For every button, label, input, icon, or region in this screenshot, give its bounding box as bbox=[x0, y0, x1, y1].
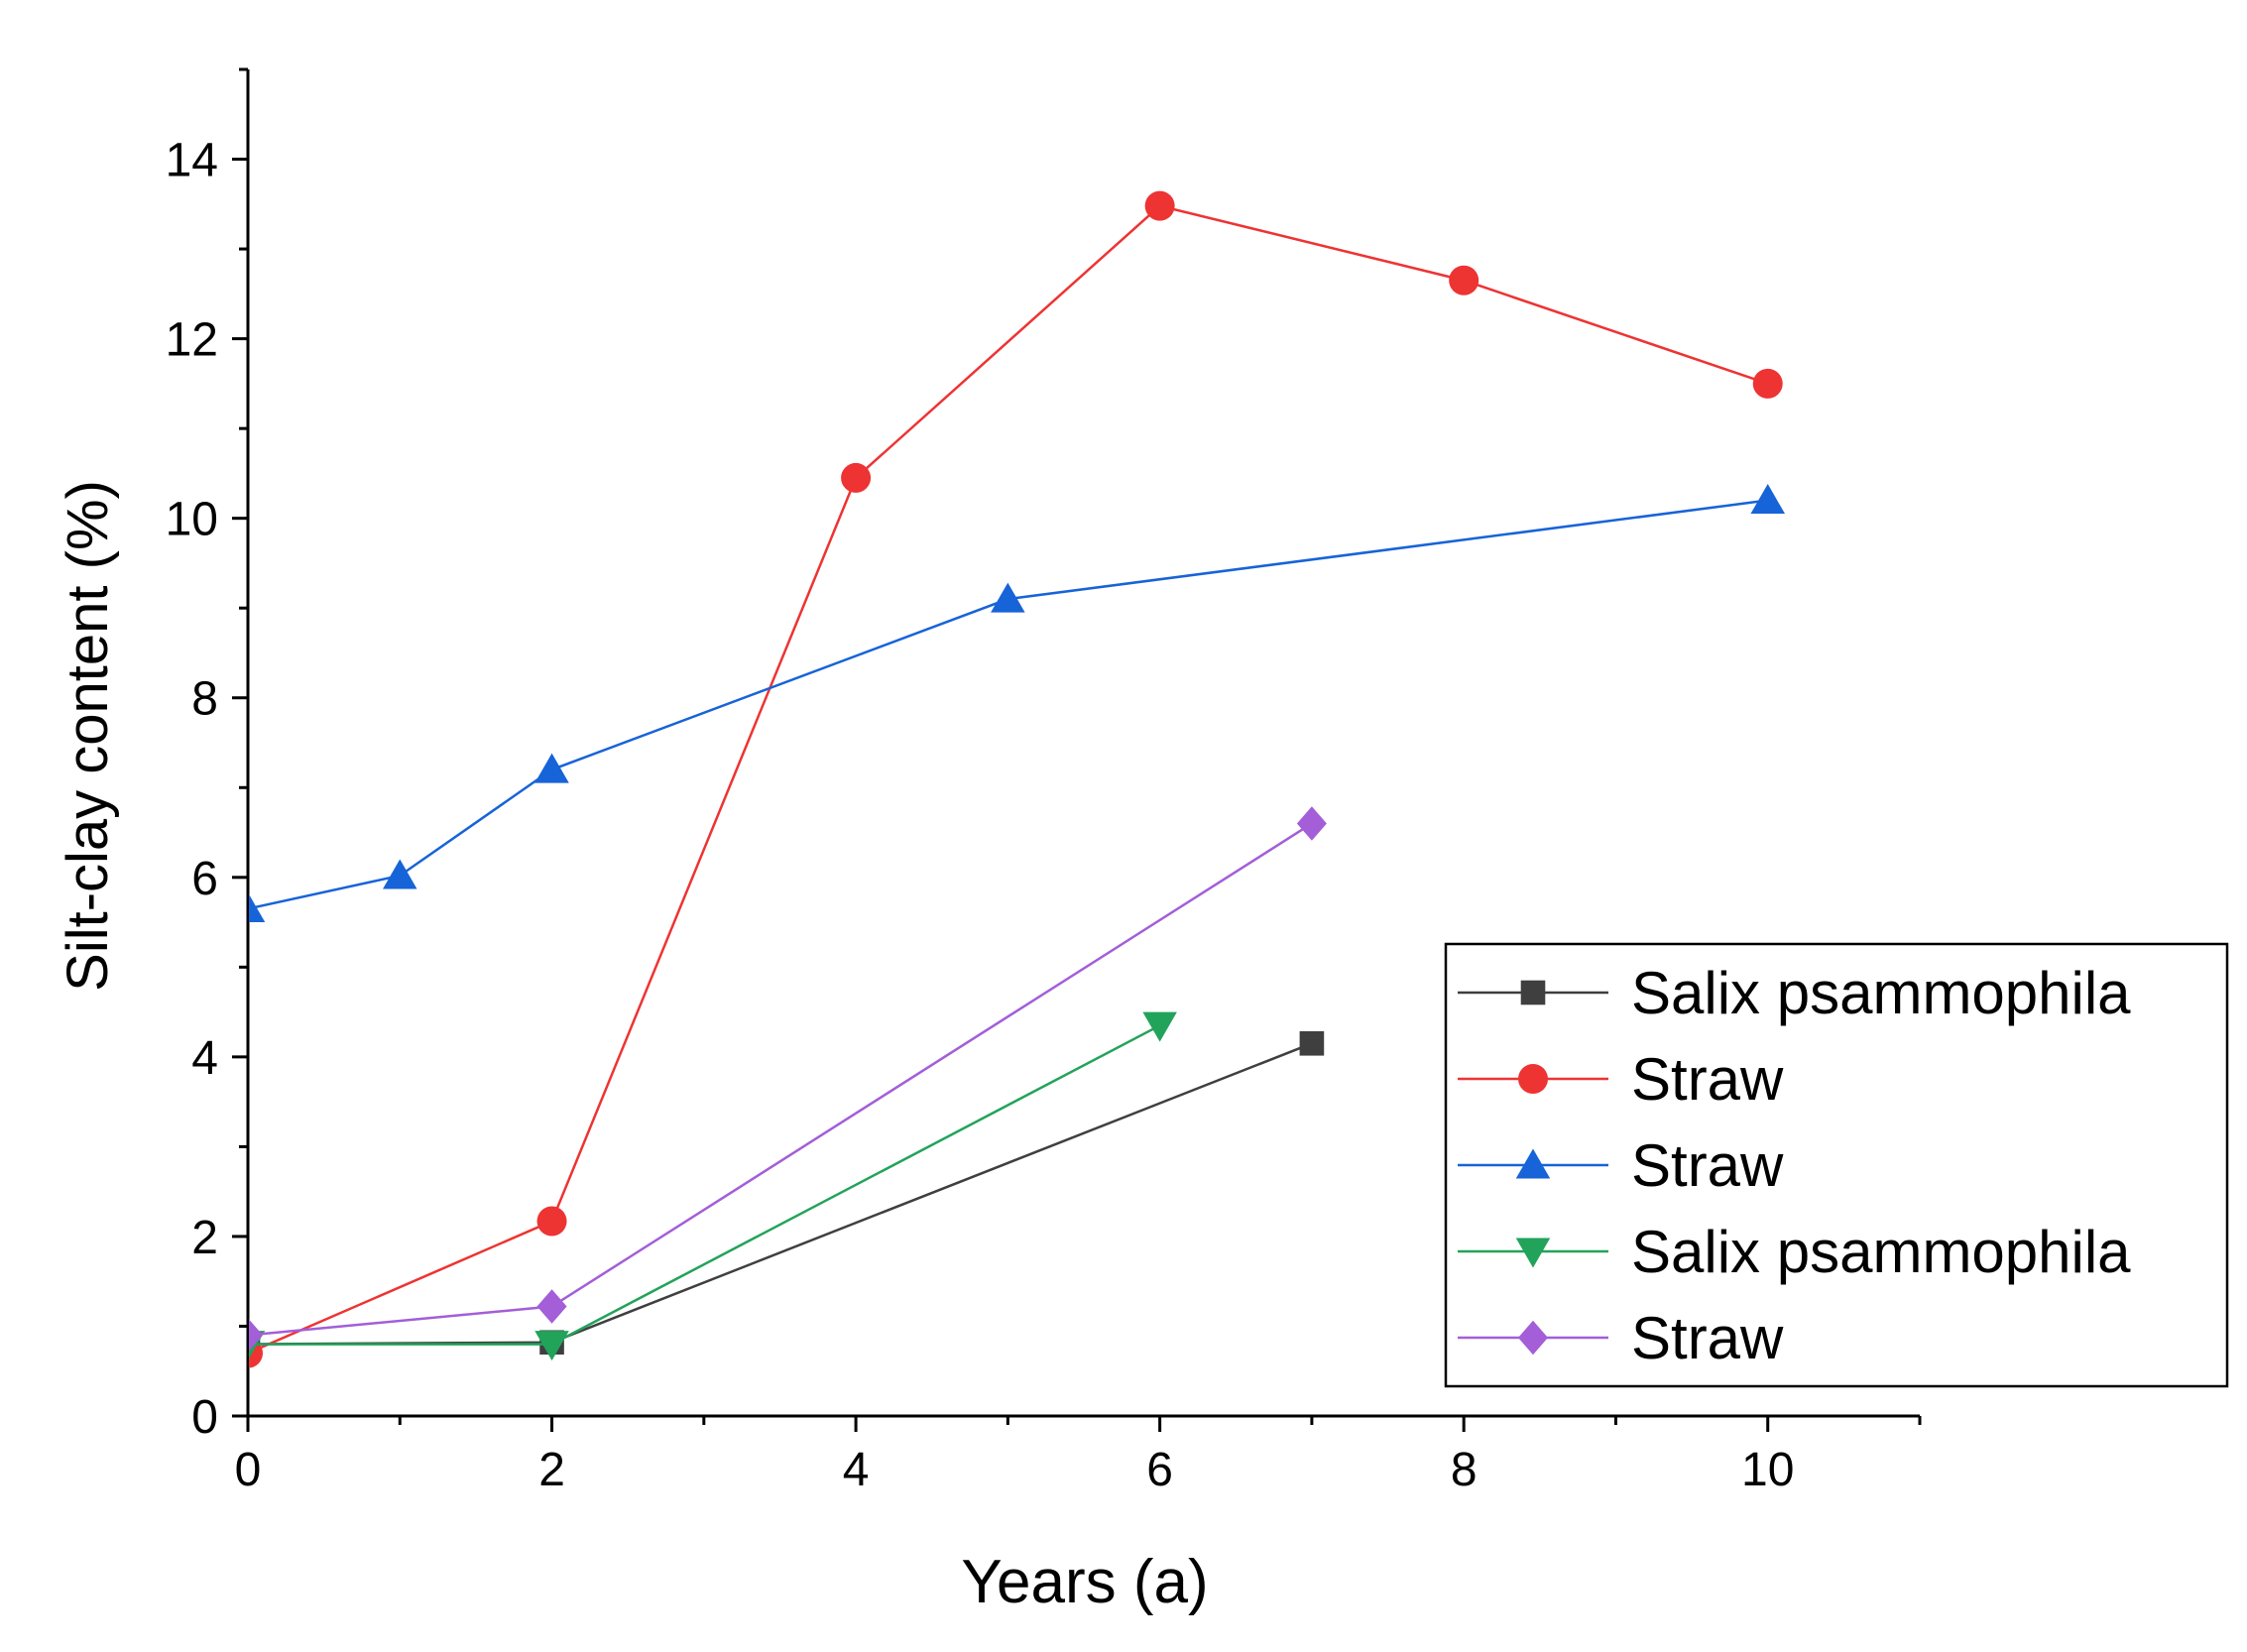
data-point bbox=[1144, 190, 1175, 221]
series-layer bbox=[249, 190, 1785, 1368]
data-point bbox=[249, 1319, 263, 1352]
legend-label: Salix psammophila bbox=[1631, 960, 2131, 1026]
data-point bbox=[249, 893, 266, 922]
y-tick-label: 4 bbox=[191, 1032, 218, 1085]
series-4 bbox=[249, 806, 1327, 1352]
y-tick-label: 14 bbox=[166, 135, 218, 187]
series-3 bbox=[249, 1011, 1177, 1361]
data-point bbox=[1449, 265, 1479, 295]
x-tick-label: 4 bbox=[843, 1444, 870, 1496]
data-point bbox=[1142, 1011, 1177, 1042]
y-axis-label: Silt-clay content (%) bbox=[56, 480, 120, 992]
data-point bbox=[1750, 484, 1785, 515]
legend-label: Straw bbox=[1631, 1305, 1784, 1371]
data-point bbox=[1296, 806, 1327, 841]
series-line bbox=[249, 1042, 1313, 1346]
data-point bbox=[534, 753, 569, 783]
data-point bbox=[991, 582, 1025, 613]
axes: 0 2 4 6 8 10 0 2 4 6 8 10 12 14 bbox=[166, 67, 1922, 1496]
legend-marker bbox=[1515, 1148, 1551, 1179]
y-tick-label: 0 bbox=[191, 1391, 218, 1444]
y-tick-label: 8 bbox=[191, 673, 218, 726]
series-line bbox=[249, 822, 1313, 1337]
x-axis-label: Years (a) bbox=[961, 1548, 1208, 1616]
legend-marker bbox=[1515, 1238, 1551, 1268]
series-1 bbox=[249, 190, 1783, 1368]
series-line bbox=[249, 1024, 1161, 1346]
x-tick-label: 10 bbox=[1741, 1444, 1794, 1496]
legend-marker bbox=[1518, 1064, 1548, 1094]
data-point bbox=[1299, 1030, 1325, 1056]
data-point bbox=[536, 1289, 567, 1324]
y-tick-label: 12 bbox=[166, 314, 218, 367]
series-2 bbox=[249, 484, 1785, 922]
legend-label: Straw bbox=[1631, 1046, 1784, 1113]
legend: Salix psammophila Straw Straw Salix psammop… bbox=[1444, 942, 2229, 1388]
x-tick-label: 8 bbox=[1451, 1444, 1478, 1496]
data-point bbox=[536, 1206, 567, 1237]
series-0 bbox=[249, 1030, 1325, 1357]
data-point bbox=[841, 462, 872, 493]
series-line bbox=[249, 499, 1768, 910]
x-tick-label: 2 bbox=[538, 1444, 565, 1496]
x-tick-label: 6 bbox=[1146, 1444, 1173, 1496]
series-line bbox=[249, 204, 1769, 1355]
legend-marker bbox=[1518, 1320, 1548, 1356]
x-tick-label: 0 bbox=[235, 1444, 262, 1496]
legend-label: Salix psammophila bbox=[1631, 1219, 2131, 1285]
legend-marker bbox=[1520, 980, 1546, 1005]
y-tick-label: 6 bbox=[191, 853, 218, 905]
data-point bbox=[534, 1331, 569, 1361]
y-tick-label: 2 bbox=[191, 1212, 218, 1264]
data-point bbox=[383, 859, 417, 889]
y-tick-label: 10 bbox=[166, 494, 218, 546]
legend-label: Straw bbox=[1631, 1132, 1784, 1199]
data-point bbox=[1752, 368, 1783, 399]
